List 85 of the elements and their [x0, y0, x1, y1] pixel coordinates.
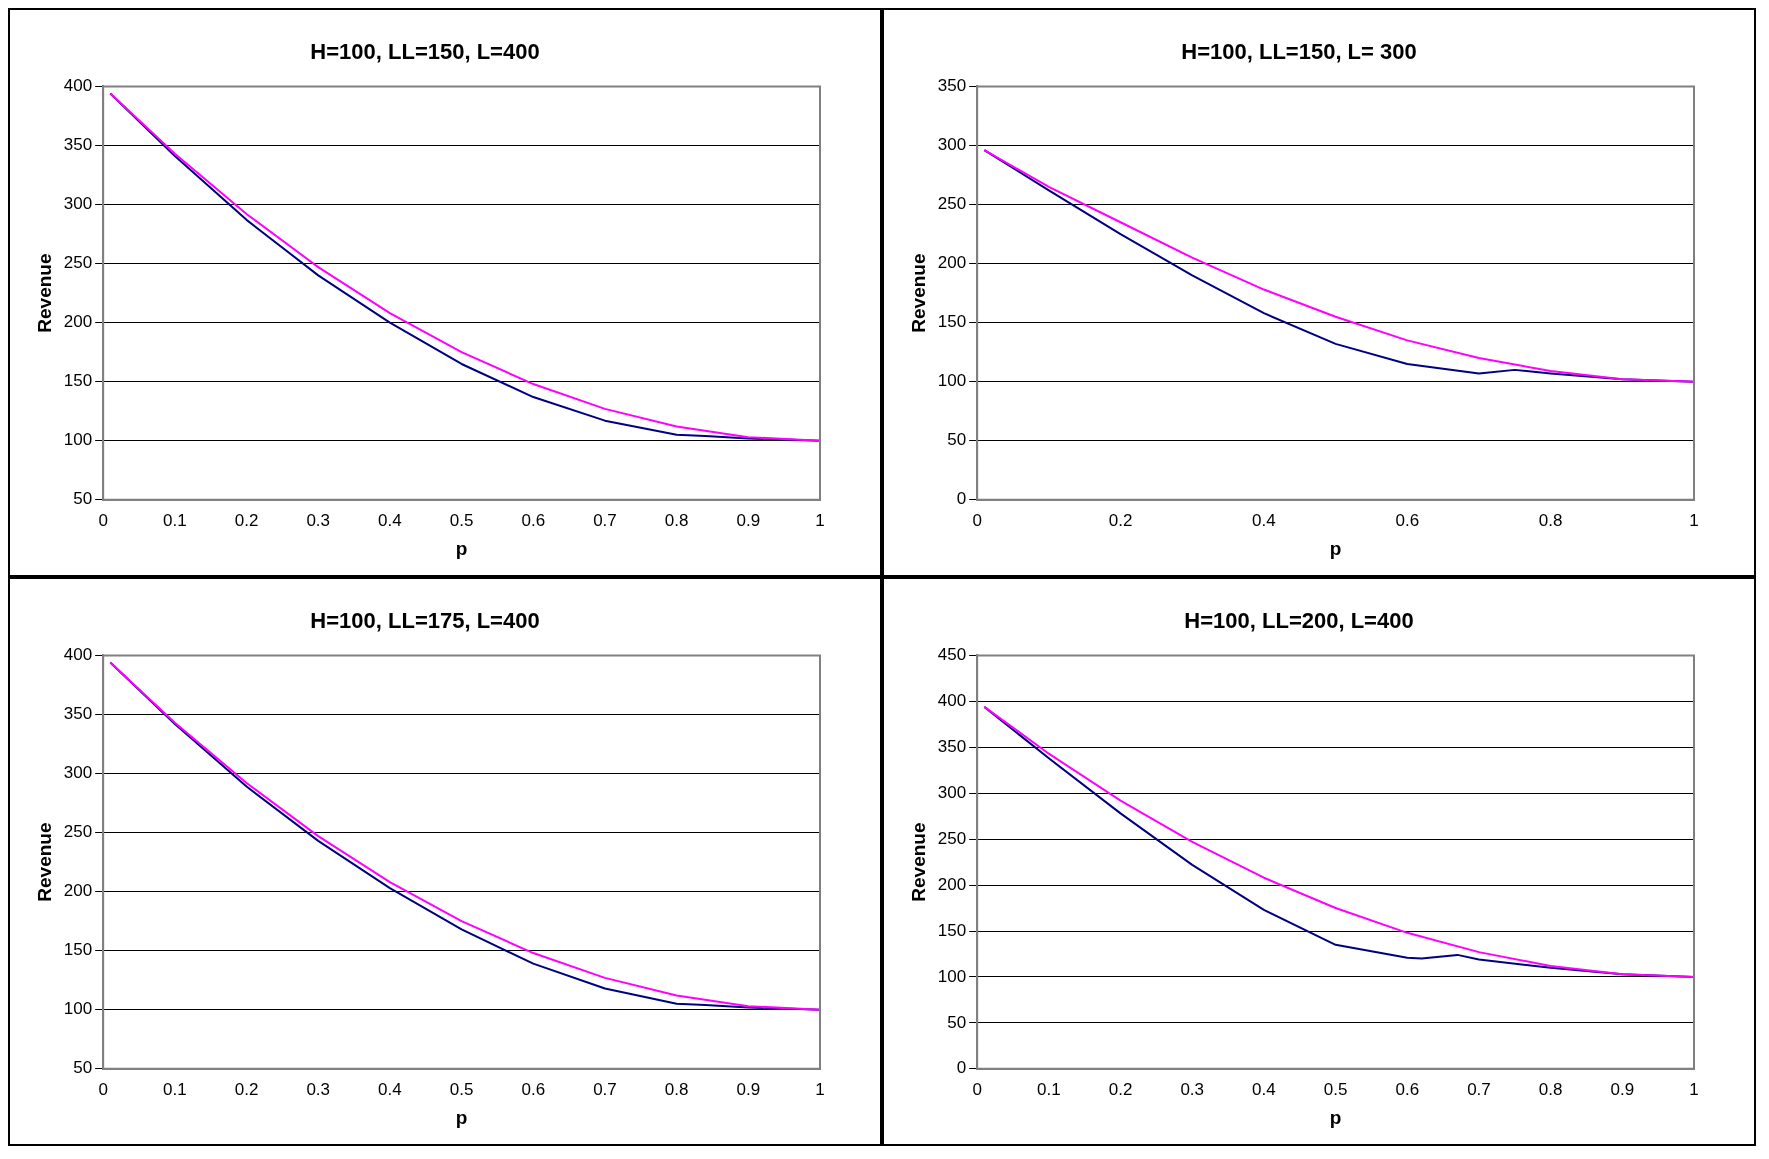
x-tick-label: 1: [815, 1079, 825, 1099]
x-tick-label: 0.3: [306, 1079, 331, 1099]
y-tick-label: 300: [937, 135, 967, 155]
y-tick-label: 400: [63, 76, 93, 96]
x-tick-label: 1: [1689, 510, 1699, 530]
chart-title: H=100, LL=200, L=400: [1184, 608, 1414, 634]
y-axis-title: Revenue: [33, 822, 55, 902]
x-tick-label: 0.5: [1323, 1079, 1348, 1099]
y-axis-title: Revenue: [33, 253, 55, 333]
chart-title: H=100, LL=175, L=400: [310, 608, 540, 634]
x-tick-label: 0.9: [736, 1079, 761, 1099]
x-tick-label: 0.2: [1108, 510, 1133, 530]
x-tick-label: 1: [815, 510, 825, 530]
y-tick-label: 300: [63, 194, 93, 214]
x-tick-label: 0.1: [163, 1079, 187, 1099]
x-tick-label: 0.7: [593, 1079, 617, 1099]
x-tick-label: 0.9: [1610, 1079, 1635, 1099]
y-tick-label: 350: [937, 736, 967, 756]
x-tick-label: 0.6: [1395, 510, 1420, 530]
x-tick-label: 0.8: [1538, 510, 1563, 530]
x-tick-label: 1: [1689, 1079, 1699, 1099]
x-tick-label: 0.3: [306, 510, 331, 530]
y-axis-title: Revenue: [907, 253, 929, 333]
y-tick-label: 300: [63, 763, 93, 783]
y-tick-label: 150: [63, 940, 93, 960]
x-axis-title: p: [455, 537, 468, 559]
x-tick-label: 0.4: [378, 1079, 402, 1099]
chart-title: H=100, LL=150, L= 300: [1181, 39, 1417, 65]
y-tick-label: 350: [63, 704, 93, 724]
y-tick-label: 150: [937, 312, 967, 332]
x-tick-label: 0: [98, 510, 108, 530]
x-axis-title: p: [1329, 1106, 1342, 1128]
y-tick-label: 250: [937, 828, 967, 848]
x-tick-label: 0.9: [736, 510, 761, 530]
x-axis-title: p: [1329, 537, 1342, 559]
y-tick-label: 200: [63, 881, 93, 901]
y-tick-label: 250: [63, 253, 93, 273]
y-tick-label: 350: [937, 76, 967, 96]
y-tick-label: 100: [937, 371, 967, 391]
y-tick-label: 250: [63, 822, 93, 842]
y-tick-label: 300: [937, 782, 967, 802]
x-tick-label: 0.4: [1252, 510, 1276, 530]
y-tick-label: 50: [947, 430, 967, 450]
x-tick-label: 0.7: [1467, 1079, 1491, 1099]
y-tick-label: 250: [937, 194, 967, 214]
x-tick-label: 0.1: [1037, 1079, 1061, 1099]
y-tick-label: 400: [63, 645, 93, 665]
x-tick-label: 0.8: [664, 1079, 689, 1099]
y-tick-label: 100: [937, 966, 967, 986]
x-tick-label: 0.2: [234, 510, 259, 530]
x-tick-label: 0.5: [449, 1079, 474, 1099]
x-tick-label: 0.2: [1108, 1079, 1133, 1099]
y-tick-label: 200: [937, 253, 967, 273]
y-tick-label: 150: [937, 920, 967, 940]
x-axis-title: p: [455, 1106, 468, 1128]
x-tick-label: 0: [972, 510, 982, 530]
y-tick-label: 200: [937, 874, 967, 894]
x-tick-label: 0.1: [163, 510, 187, 530]
x-tick-label: 0.4: [1252, 1079, 1276, 1099]
x-tick-label: 0.6: [521, 1079, 546, 1099]
y-tick-label: 100: [63, 999, 93, 1019]
y-tick-label: 200: [63, 312, 93, 332]
x-tick-label: 0.6: [521, 510, 546, 530]
x-tick-label: 0.5: [449, 510, 474, 530]
y-axis-title: Revenue: [907, 822, 929, 902]
y-tick-label: 100: [63, 430, 93, 450]
y-tick-label: 0: [956, 1058, 967, 1078]
y-tick-label: 0: [956, 489, 967, 509]
y-tick-label: 150: [63, 371, 93, 391]
y-tick-label: 50: [947, 1012, 967, 1032]
y-tick-label: 350: [63, 135, 93, 155]
x-tick-label: 0.4: [378, 510, 402, 530]
y-tick-label: 400: [937, 691, 967, 711]
x-tick-label: 0.3: [1180, 1079, 1205, 1099]
x-tick-label: 0.8: [664, 510, 689, 530]
x-tick-label: 0: [98, 1079, 108, 1099]
x-tick-label: 0.6: [1395, 1079, 1420, 1099]
y-tick-label: 50: [73, 489, 93, 509]
x-tick-label: 0.8: [1538, 1079, 1563, 1099]
chart-title: H=100, LL=150, L=400: [310, 39, 540, 65]
x-tick-label: 0.7: [593, 510, 617, 530]
x-tick-label: 0: [972, 1079, 982, 1099]
x-tick-label: 0.2: [234, 1079, 259, 1099]
y-tick-label: 450: [937, 645, 967, 665]
y-tick-label: 50: [73, 1058, 93, 1078]
